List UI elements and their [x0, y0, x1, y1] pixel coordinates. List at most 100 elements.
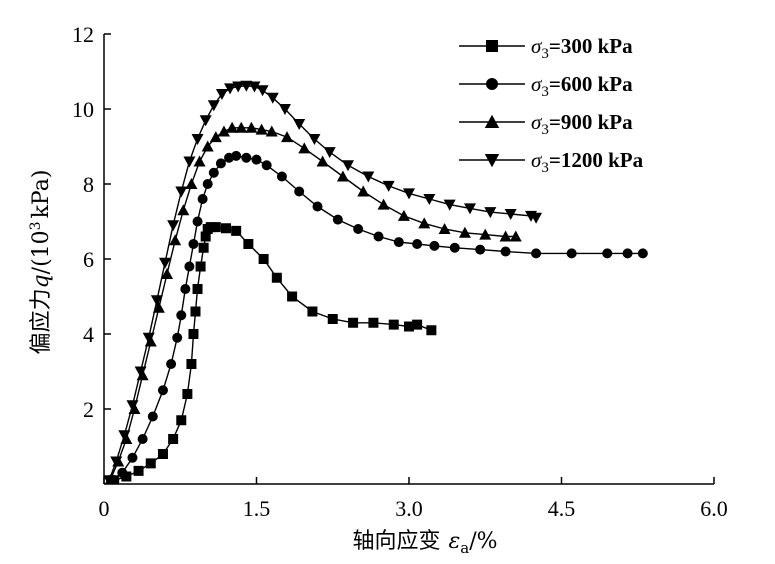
data-point: [199, 115, 212, 127]
data-point: [127, 452, 138, 463]
data-point: [240, 80, 253, 92]
data-point: [198, 242, 209, 253]
data-point: [479, 228, 492, 240]
data-point: [464, 203, 476, 215]
data-point: [403, 188, 415, 200]
data-point: [271, 272, 282, 283]
series-2: [107, 150, 648, 484]
data-point: [177, 204, 190, 216]
data-point: [118, 430, 131, 442]
data-point: [191, 134, 204, 145]
data-point: [232, 81, 245, 93]
data-point: [152, 301, 165, 313]
x-tick-label: 3.0: [395, 496, 423, 521]
data-point: [200, 231, 211, 242]
data-point: [188, 329, 199, 339]
data-point: [245, 121, 258, 133]
data-point: [180, 284, 191, 294]
data-point: [243, 239, 254, 249]
data-point: [412, 239, 423, 249]
data-point: [209, 131, 222, 143]
data-point: [167, 220, 180, 232]
axes: 0 1.5 3.0 4.5 6.0 2 4 6 8 10 12: [72, 22, 728, 521]
data-point: [215, 89, 228, 100]
data-point: [186, 359, 197, 369]
data-point: [208, 167, 219, 178]
data-point: [256, 85, 269, 97]
x-tick-label: 6.0: [700, 496, 728, 521]
data-point: [217, 125, 230, 137]
series-3: [104, 121, 522, 484]
data-point: [121, 471, 132, 482]
data-point: [248, 81, 261, 93]
data-point: [348, 317, 359, 328]
y-tick-label: 6: [83, 247, 94, 272]
data-point: [426, 325, 437, 336]
legend-label: σ3=600 kPa: [531, 72, 633, 100]
data-point: [265, 125, 278, 137]
data-point: [293, 119, 306, 130]
data-point: [449, 242, 460, 253]
legend-item: σ3=300 kPa: [459, 34, 633, 62]
series-line: [108, 85, 537, 481]
data-point: [423, 194, 436, 205]
data-point: [166, 359, 177, 369]
data-point: [393, 237, 404, 248]
data-point: [202, 179, 213, 189]
series-4: [104, 80, 543, 484]
data-point: [336, 170, 349, 182]
data-point: [287, 291, 298, 302]
data-point: [438, 223, 451, 234]
y-tick-label: 10: [72, 97, 94, 122]
data-point: [147, 411, 158, 422]
legend-label: σ3=1200 kPa: [531, 148, 644, 176]
data-point: [500, 246, 511, 257]
data-point: [207, 100, 220, 112]
data-point: [327, 314, 338, 324]
data-point: [190, 306, 201, 317]
data-point: [215, 158, 226, 169]
x-tick-label: 1.5: [243, 496, 271, 521]
data-point: [368, 317, 379, 328]
data-point: [312, 201, 323, 212]
data-point: [475, 244, 486, 255]
legend-item: σ3=900 kPa: [459, 110, 633, 138]
data-point: [231, 225, 242, 236]
data-point: [175, 186, 188, 198]
data-point: [484, 154, 500, 168]
data-point: [353, 224, 364, 234]
data-point: [509, 230, 522, 242]
data-point: [637, 248, 648, 259]
data-point: [281, 131, 293, 143]
data-point: [566, 248, 577, 259]
data-point: [258, 254, 269, 264]
data-point: [251, 154, 262, 165]
data-point: [168, 434, 179, 444]
data-point: [126, 400, 139, 412]
data-point: [176, 310, 187, 321]
data-point: [188, 239, 199, 249]
data-point: [192, 216, 203, 227]
data-point: [117, 467, 128, 478]
data-point: [195, 261, 206, 272]
data-point: [137, 434, 148, 444]
data-point: [120, 433, 133, 444]
y-axis-label: 偏应力q/(103kPa): [28, 170, 54, 355]
data-point: [484, 114, 500, 128]
data-point: [185, 178, 198, 189]
data-point: [504, 209, 517, 220]
data-point: [210, 222, 221, 233]
series-1: [109, 222, 437, 484]
data-point: [362, 171, 375, 183]
data-point: [377, 198, 390, 210]
data-point: [332, 214, 343, 225]
data-point: [261, 160, 272, 171]
data-point: [357, 185, 370, 197]
data-point: [278, 104, 291, 115]
data-point: [382, 180, 395, 192]
data-point: [184, 261, 195, 272]
x-axis-label: 轴向应变 εa/%: [352, 529, 497, 557]
data-point: [404, 321, 414, 332]
data-point: [226, 121, 239, 133]
